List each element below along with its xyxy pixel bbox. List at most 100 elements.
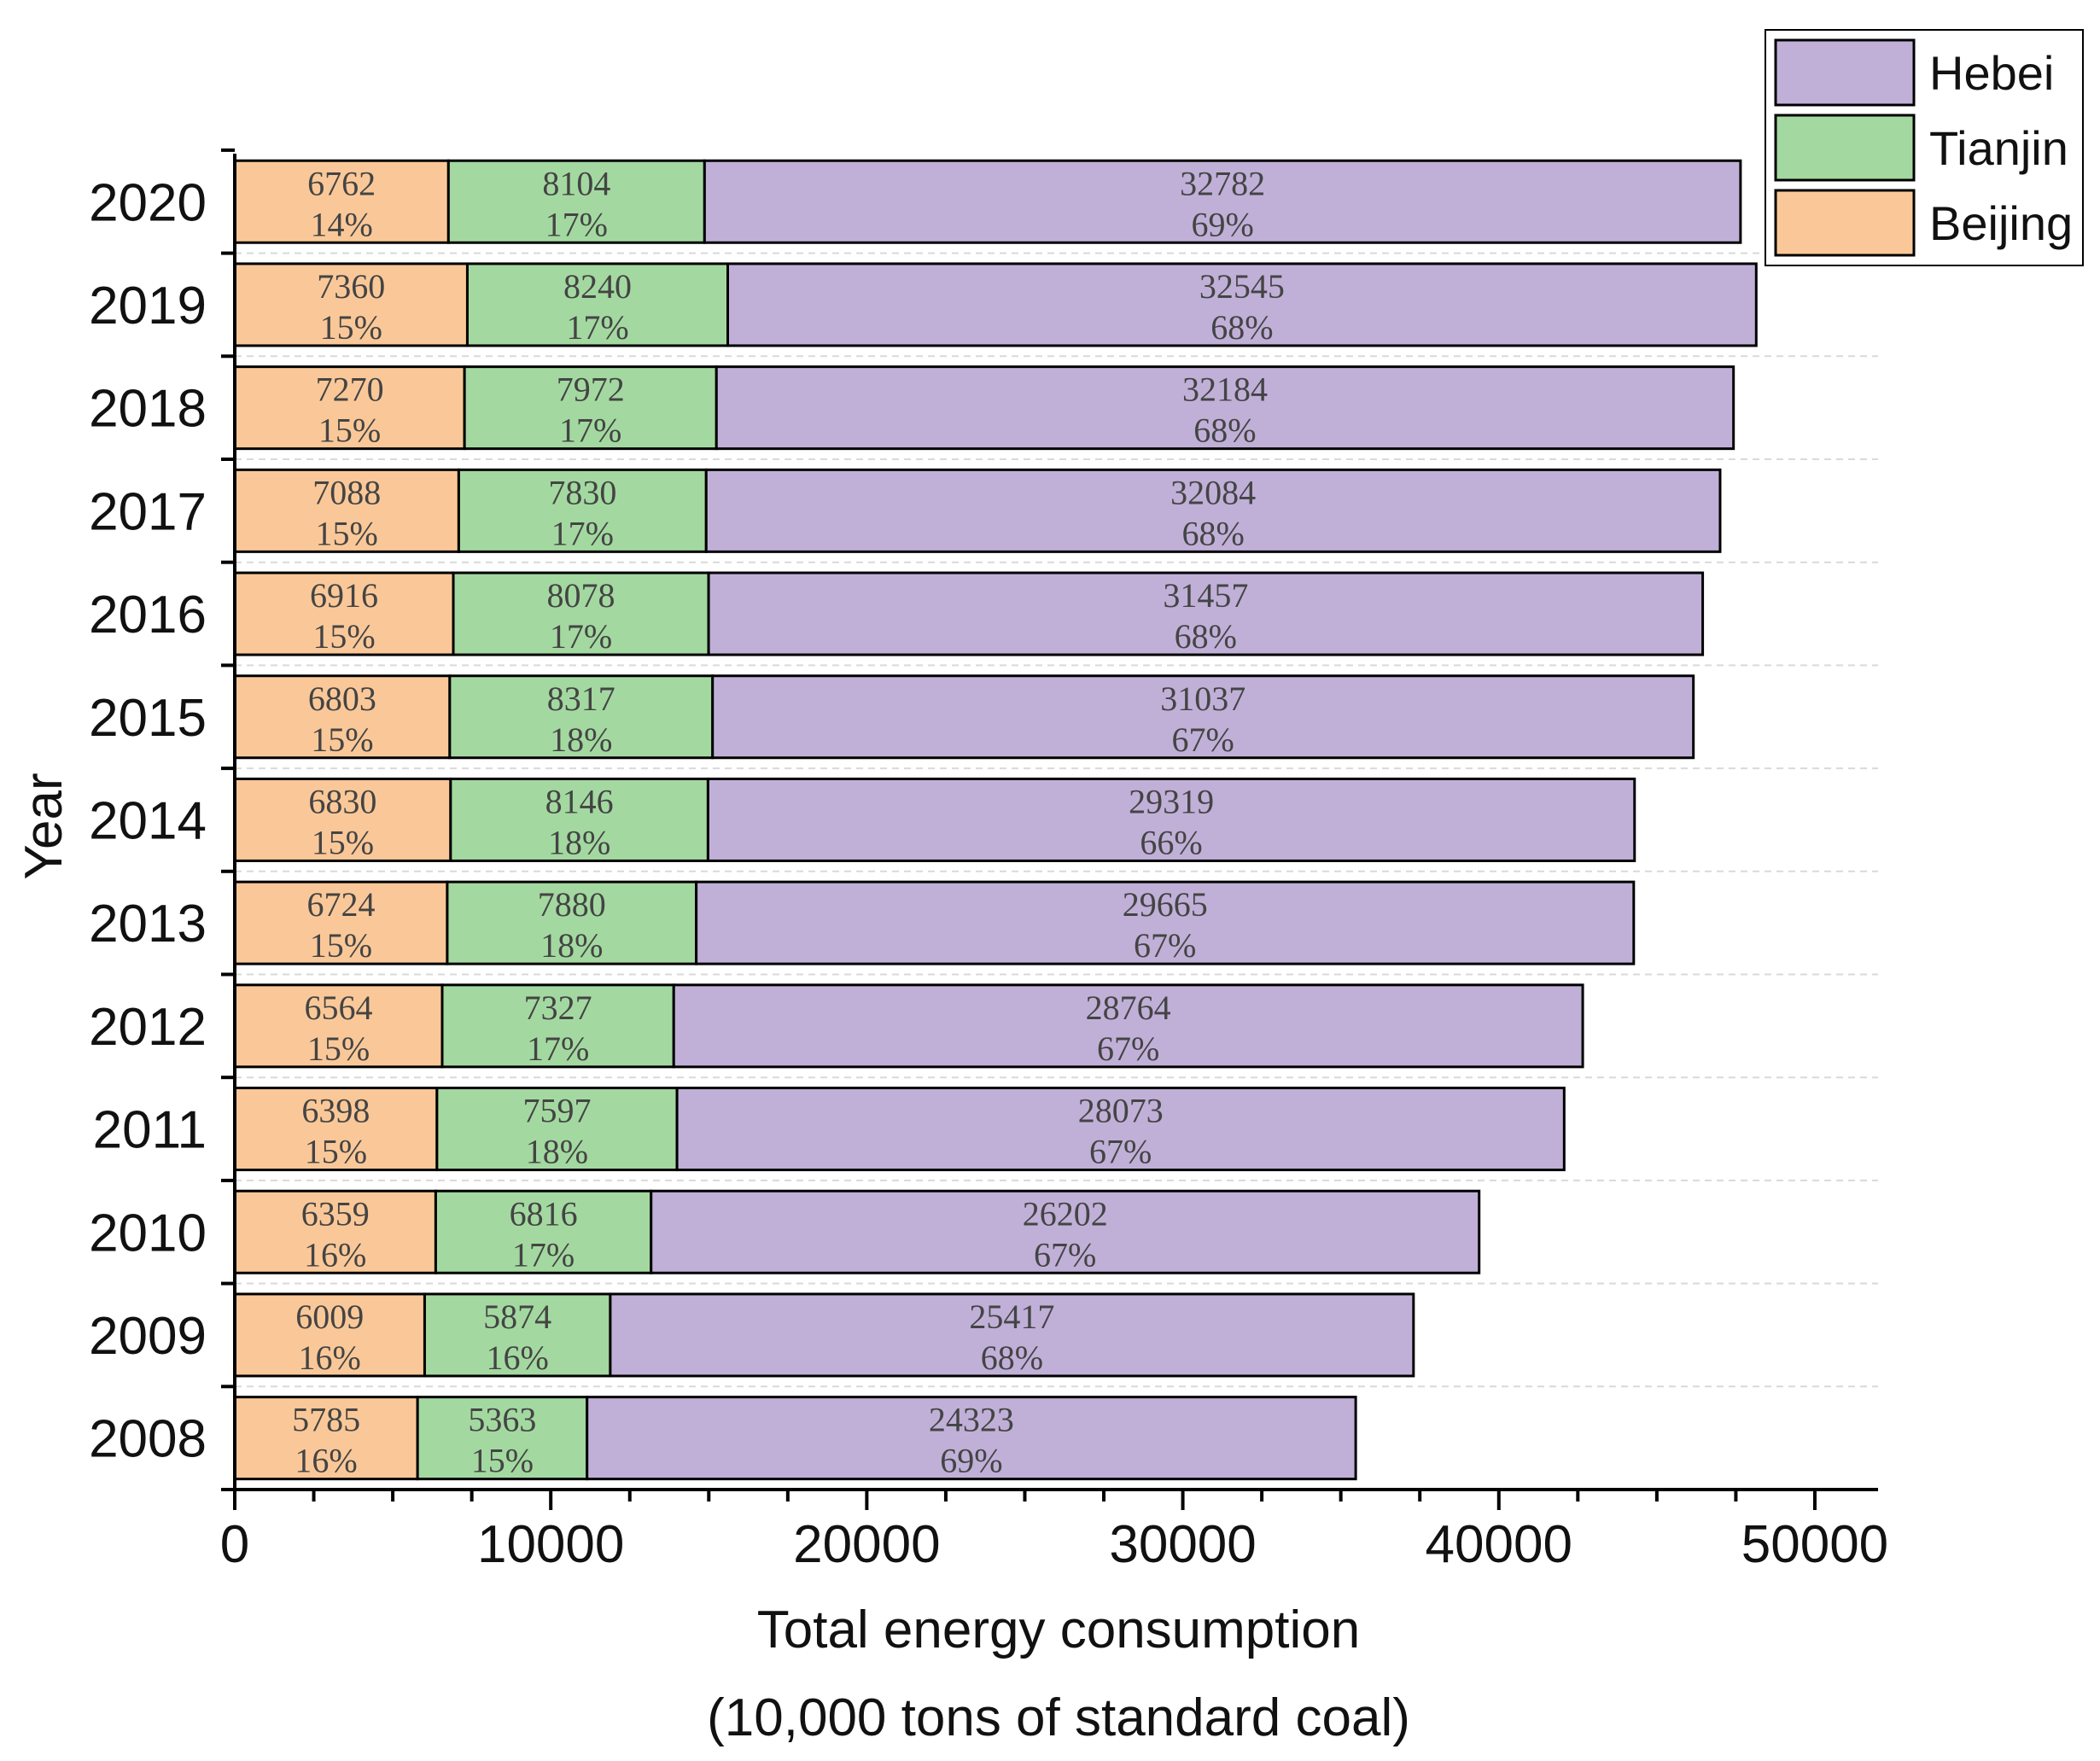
percent-label: 17%: [551, 514, 614, 552]
value-label: 8240: [563, 267, 632, 306]
bar-beijing-2014: [233, 777, 452, 862]
percent-label: 69%: [940, 1442, 1002, 1480]
bar-hebei-2017: [704, 468, 1722, 553]
percent-label: 69%: [1191, 205, 1253, 243]
percent-label: 67%: [1134, 926, 1196, 965]
bar-beijing-2008: [233, 1396, 419, 1481]
x-tick-label: 30000: [1109, 1515, 1256, 1574]
bar-hebei-2018: [715, 365, 1735, 451]
percent-label: 15%: [312, 823, 374, 861]
percent-label: 68%: [981, 1338, 1043, 1377]
value-label: 8104: [542, 164, 610, 202]
bar-tianjin-2010: [434, 1189, 653, 1274]
legend-swatch-beijing: [1774, 189, 1916, 257]
legend-label-beijing: Beijing: [1929, 196, 2073, 250]
value-label: 28764: [1086, 988, 1171, 1027]
bar-hebei-2020: [703, 159, 1742, 244]
bar-hebei-2012: [672, 983, 1584, 1069]
value-label: 7360: [317, 267, 385, 306]
legend-label-hebei: Hebei: [1929, 46, 2054, 100]
value-label: 31037: [1160, 679, 1245, 718]
percent-label: 67%: [1089, 1133, 1152, 1171]
percent-label: 18%: [548, 823, 610, 861]
percent-label: 17%: [559, 411, 621, 450]
bar-hebei-2010: [650, 1189, 1481, 1274]
y-tick-label: 2015: [89, 689, 207, 748]
percent-label: 18%: [550, 720, 612, 759]
percent-label: 15%: [305, 1133, 367, 1171]
percent-label: 17%: [512, 1235, 575, 1274]
percent-label: 17%: [550, 617, 612, 656]
value-label: 7597: [522, 1092, 591, 1130]
value-label: 8317: [547, 679, 615, 718]
value-label: 6564: [304, 988, 372, 1027]
bar-beijing-2011: [233, 1087, 439, 1172]
percent-label: 15%: [310, 926, 372, 965]
percent-label: 67%: [1034, 1235, 1096, 1274]
percent-label: 17%: [527, 1029, 589, 1068]
bars: 578516%536315%2432369%600916%587416%2541…: [233, 159, 1758, 1481]
value-label: 32084: [1170, 473, 1256, 511]
value-label: 6816: [510, 1194, 578, 1233]
x-tick-label: 40000: [1426, 1515, 1572, 1574]
x-tick-label: 50000: [1741, 1515, 1888, 1574]
percent-label: 68%: [1193, 411, 1256, 450]
value-label: 28073: [1078, 1092, 1164, 1130]
value-label: 5785: [292, 1401, 360, 1439]
percent-label: 16%: [295, 1442, 357, 1480]
value-label: 6803: [308, 679, 376, 718]
percent-label: 15%: [307, 1029, 370, 1068]
bar-hebei-2011: [675, 1087, 1566, 1172]
value-label: 25417: [969, 1297, 1054, 1336]
percent-label: 68%: [1181, 514, 1244, 552]
percent-label: 17%: [545, 205, 608, 243]
bar-tianjin-2009: [423, 1292, 612, 1378]
value-label: 5874: [483, 1297, 551, 1336]
percent-label: 15%: [316, 514, 378, 552]
value-label: 7880: [538, 885, 606, 924]
y-tick-label: 2014: [89, 791, 207, 850]
axes: 2008 2009 2010 2011 2012 2013 2014 2015 2016 2017…: [89, 148, 1888, 1574]
y-tick-label: 2011: [93, 1101, 207, 1160]
y-tick-label: 2013: [89, 895, 207, 953]
value-label: 29319: [1129, 782, 1214, 820]
percent-label: 16%: [299, 1338, 361, 1377]
value-label: 6724: [306, 885, 375, 924]
legend-label-tianjin: Tianjin: [1929, 121, 2068, 175]
bar-tianjin-2015: [448, 674, 715, 760]
bar-hebei-2015: [711, 674, 1695, 760]
bar-hebei-2019: [726, 262, 1758, 347]
y-axis-title: Year: [15, 773, 73, 879]
value-label: 7972: [557, 370, 625, 409]
bar-beijing-2020: [233, 159, 450, 244]
value-label: 6830: [308, 782, 376, 820]
percent-label: 15%: [471, 1442, 534, 1480]
value-label: 32545: [1199, 267, 1285, 306]
x-tick-label: 0: [220, 1515, 249, 1574]
percent-label: 67%: [1097, 1029, 1159, 1068]
value-label: 6762: [307, 164, 376, 202]
y-tick-label: 2012: [89, 998, 207, 1057]
percent-label: 66%: [1140, 823, 1202, 861]
percent-label: 67%: [1172, 720, 1234, 759]
bar-hebei-2016: [707, 571, 1705, 656]
bar-tianjin-2013: [446, 880, 698, 965]
value-label: 32184: [1182, 370, 1268, 409]
percent-label: 15%: [318, 411, 381, 450]
bar-hebei-2013: [695, 880, 1636, 965]
value-label: 29665: [1123, 885, 1208, 924]
bar-hebei-2009: [609, 1292, 1415, 1378]
bar-beijing-2018: [233, 365, 466, 451]
bar-hebei-2008: [586, 1396, 1357, 1481]
percent-label: 18%: [526, 1133, 588, 1171]
x-tick-label: 10000: [477, 1515, 624, 1574]
bar-beijing-2016: [233, 571, 455, 656]
legend-swatch-hebei: [1774, 38, 1916, 107]
bar-beijing-2019: [233, 262, 469, 347]
x-axis-title-line1: Total energy consumption: [757, 1601, 1361, 1659]
bar-tianjin-2012: [440, 983, 675, 1069]
y-tick-label: 2019: [89, 277, 207, 335]
value-label: 7270: [316, 370, 384, 409]
value-label: 7088: [312, 473, 381, 511]
bar-tianjin-2014: [449, 777, 709, 862]
